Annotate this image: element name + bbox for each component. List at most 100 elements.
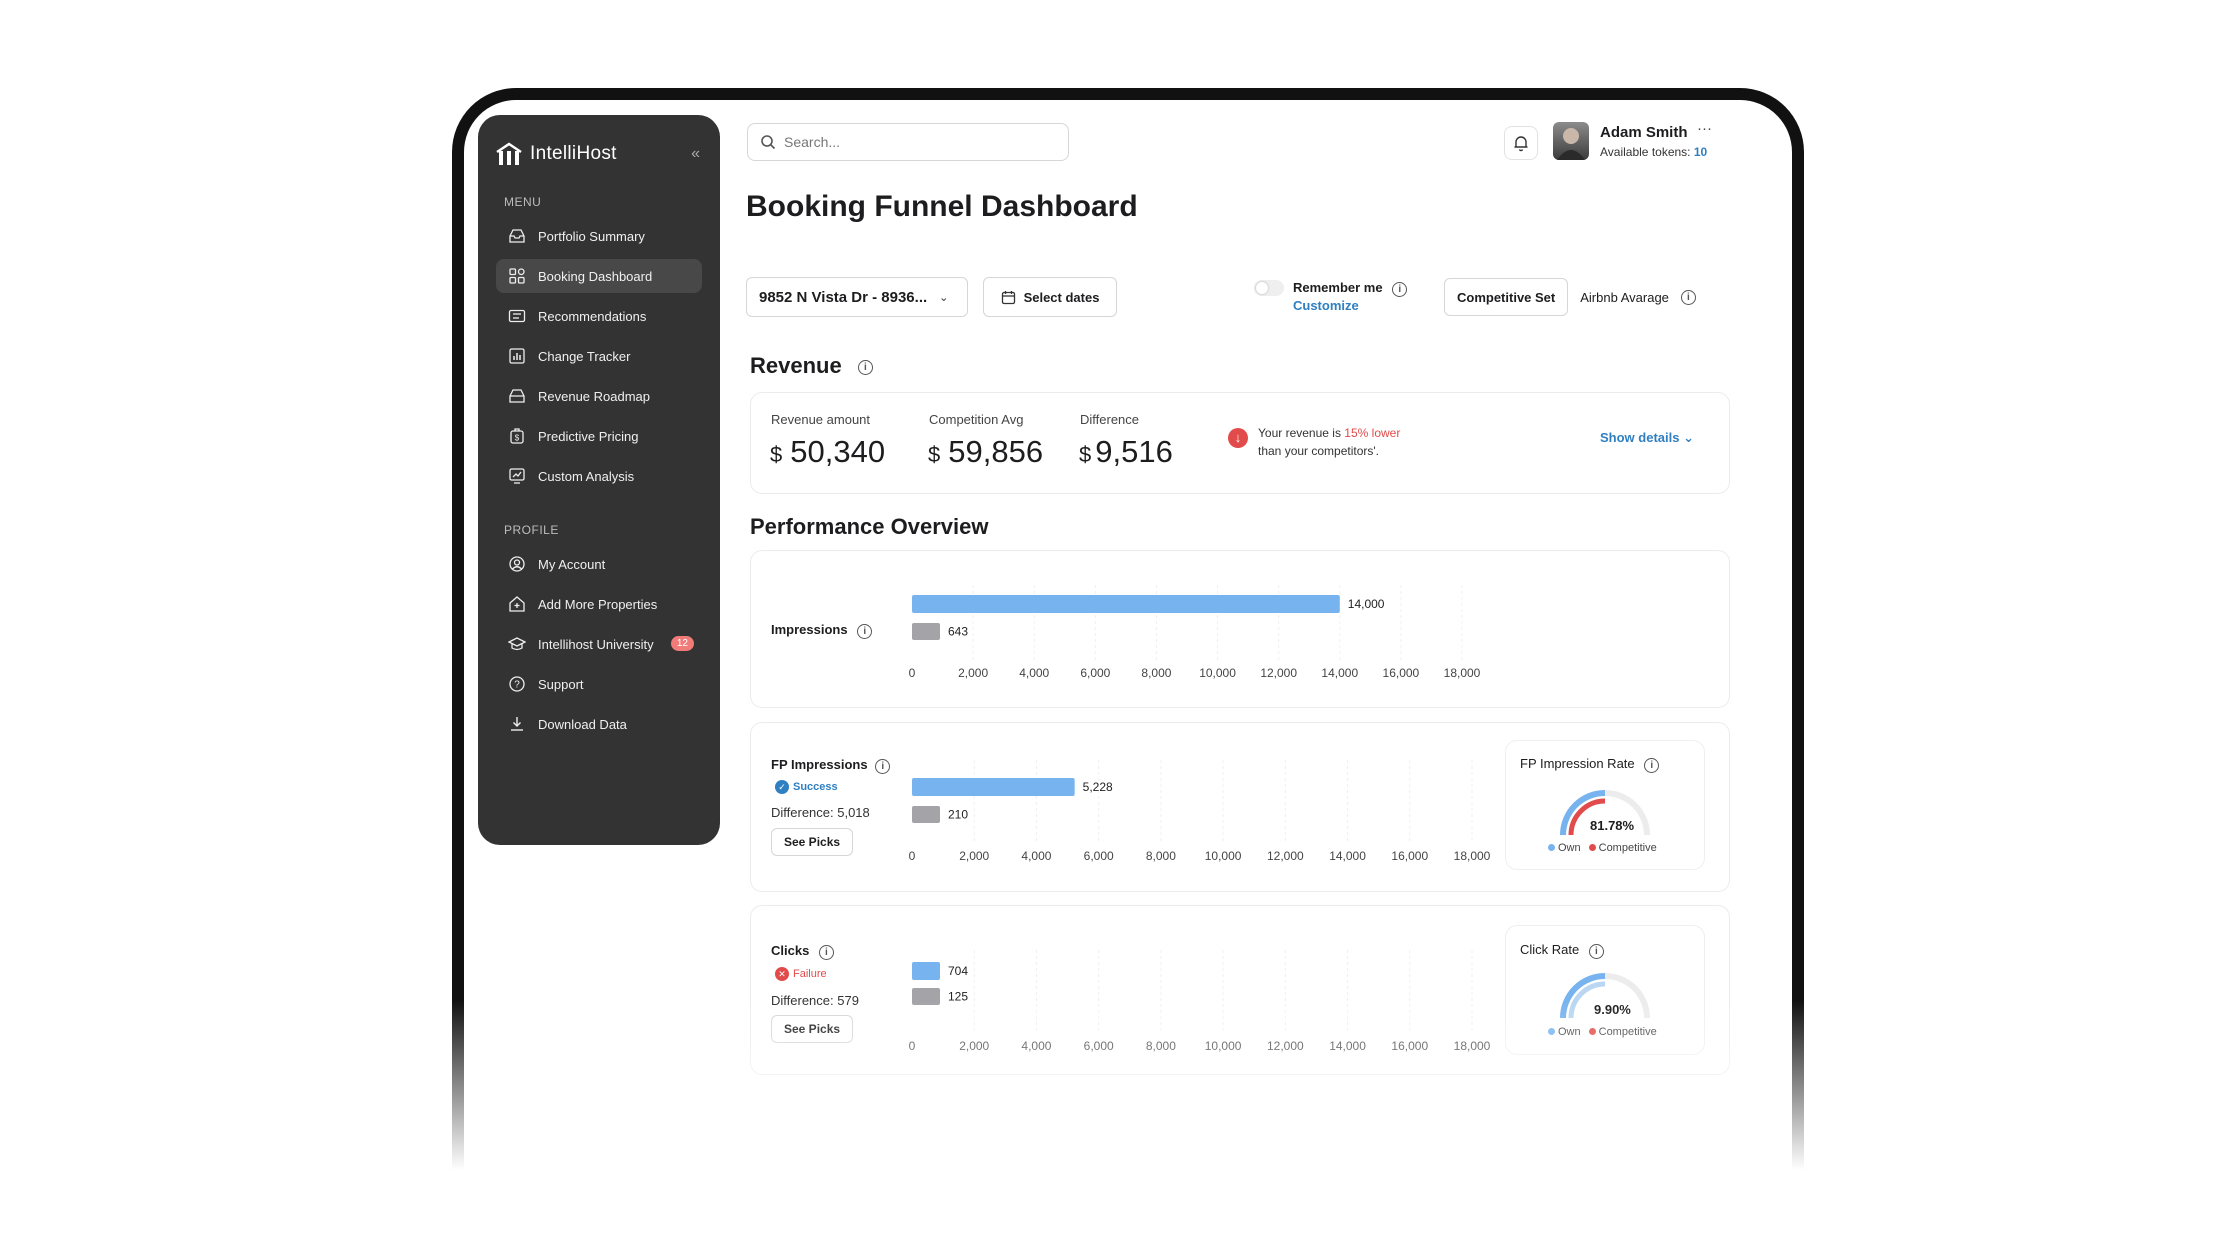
inbox-icon — [509, 229, 525, 243]
compare-segmented-control: Competitive Set Airbnb Avarage i — [1444, 277, 1714, 317]
info-icon[interactable]: i — [857, 360, 873, 375]
search-input[interactable] — [784, 134, 1044, 150]
profile-section-label: PROFILE — [504, 523, 559, 537]
sidebar-item-revenue-roadmap[interactable]: Revenue Roadmap — [496, 379, 702, 413]
see-picks-button[interactable]: See Picks — [771, 1015, 854, 1043]
sidebar-item-label: Change Tracker — [538, 348, 631, 364]
legend-own-label: Own — [1558, 842, 1581, 854]
page-title: Booking Funnel Dashboard — [746, 190, 1138, 223]
sidebar-item-change-tracker[interactable]: Change Tracker — [496, 339, 702, 373]
sidebar: IntelliHost « MENU Portfolio Summary Book… — [478, 115, 720, 845]
user-name[interactable]: Adam Smith — [1600, 124, 1688, 141]
data-label: 643 — [948, 625, 968, 639]
click-rate-text: Click Rate — [1520, 942, 1580, 957]
x-tick-label: 0 — [909, 849, 916, 863]
own-bar[interactable] — [912, 778, 1075, 796]
info-icon[interactable]: i — [818, 945, 834, 960]
avatar[interactable] — [1553, 122, 1589, 160]
sidebar-item-add-more-properties[interactable]: Add More Properties — [496, 587, 702, 621]
chevron-down-icon: ⌄ — [939, 291, 949, 304]
x-tick-label: 16,000 — [1391, 1039, 1428, 1053]
info-icon[interactable]: i — [1680, 289, 1696, 305]
show-details-button[interactable]: Show details ⌄ — [1600, 430, 1694, 446]
legend-own: Own — [1548, 842, 1581, 854]
menu-section-label: MENU — [504, 195, 542, 209]
legend-own: Own — [1548, 1026, 1581, 1038]
sidebar-item-label: Booking Dashboard — [538, 268, 653, 284]
legend-own-label: Own — [1558, 1026, 1581, 1038]
info-icon[interactable]: i — [857, 624, 873, 639]
app-name: IntelliHost — [530, 143, 617, 164]
legend-competitive: Competitive — [1588, 1026, 1657, 1038]
x-tick-label: 10,000 — [1199, 666, 1236, 680]
own-bar[interactable] — [912, 962, 940, 980]
sidebar-item-my-account[interactable]: My Account — [496, 547, 702, 581]
sidebar-item-booking-dashboard[interactable]: Booking Dashboard — [496, 259, 702, 293]
remember-me-toggle[interactable] — [1254, 280, 1284, 296]
airbnb-average-option[interactable]: Airbnb Avarage — [1580, 289, 1669, 305]
impressions-chart: 0 2,000 4,000 6,000 8,000 10,000 12,000 14,000 1… — [909, 585, 1481, 680]
customize-link[interactable]: Customize — [1293, 298, 1359, 313]
select-dates-button[interactable]: Select dates — [983, 277, 1117, 317]
competitive-bar[interactable] — [912, 806, 940, 823]
alert-highlight: 15% lower — [1344, 426, 1401, 440]
info-icon[interactable]: i — [875, 759, 891, 774]
download-icon — [511, 717, 523, 731]
competitive-bar[interactable] — [912, 988, 940, 1005]
sidebar-item-label: My Account — [538, 556, 606, 572]
sidebar-item-intellihost-university[interactable]: Intellihost University 12 — [496, 627, 702, 661]
sidebar-item-recommendations[interactable]: Recommendations — [496, 299, 702, 333]
gauge-legend: Own Competitive — [1548, 1026, 1657, 1038]
success-badge: ✓ Success — [775, 780, 838, 794]
see-picks-button[interactable]: See Picks — [771, 828, 854, 856]
show-details-label: Show details — [1600, 430, 1680, 445]
x-tick-label: 8,000 — [1146, 849, 1176, 863]
competitive-set-option[interactable]: Competitive Set — [1444, 278, 1569, 316]
logo[interactable]: IntelliHost — [496, 139, 702, 169]
clicks-label: Clicks i — [771, 943, 834, 960]
click-rate-value: 9.90% — [1594, 1002, 1631, 1017]
x-tick-label: 12,000 — [1267, 849, 1304, 863]
sidebar-item-label: Add More Properties — [538, 596, 658, 612]
alert-prefix: Your revenue is — [1258, 426, 1341, 440]
revenue-title: Revenue i — [750, 353, 873, 379]
tokens-value: 10 — [1693, 145, 1708, 159]
available-tokens: Available tokens: 10 — [1600, 145, 1707, 159]
info-icon[interactable]: i — [1588, 944, 1604, 959]
remember-me-text: Remember me — [1293, 280, 1383, 295]
more-options-icon[interactable]: ··· — [1697, 120, 1712, 137]
sidebar-item-portfolio-summary[interactable]: Portfolio Summary — [496, 219, 702, 253]
roadmap-icon — [509, 389, 525, 403]
currency-symbol: $ — [928, 442, 941, 467]
price-tag-icon: $ — [510, 428, 524, 444]
info-icon[interactable]: i — [1392, 282, 1408, 297]
sidebar-item-download-data[interactable]: Download Data — [496, 707, 702, 741]
svg-text:?: ? — [514, 680, 520, 691]
collapse-sidebar-icon[interactable]: « — [691, 145, 700, 162]
sidebar-item-custom-analysis[interactable]: Custom Analysis — [496, 459, 702, 493]
revenue-amount-number: 50,340 — [790, 434, 886, 469]
sidebar-item-label: Download Data — [538, 716, 627, 732]
own-bar[interactable] — [912, 595, 1340, 613]
fp-impression-rate-value: 81.78% — [1590, 818, 1635, 833]
property-select[interactable]: 9852 N Vista Dr - 8936... ⌄ — [746, 277, 968, 317]
info-icon[interactable]: i — [1644, 758, 1660, 773]
sidebar-item-support[interactable]: ? Support — [496, 667, 702, 701]
data-label: 14,000 — [1348, 597, 1385, 611]
notifications-button[interactable] — [1504, 126, 1538, 160]
remember-me-label: Remember me i — [1293, 280, 1408, 297]
bell-icon — [1514, 136, 1528, 152]
x-tick-label: 18,000 — [1444, 666, 1481, 680]
competitive-bar[interactable] — [912, 623, 940, 640]
legend-competitive-label: Competitive — [1598, 1026, 1657, 1038]
x-tick-label: 4,000 — [1021, 849, 1051, 863]
x-tick-label: 2,000 — [959, 1039, 989, 1053]
search-bar[interactable] — [747, 123, 1069, 161]
sidebar-item-label: Recommendations — [538, 308, 647, 324]
revenue-alert: Your revenue is 15% lower than your compe… — [1258, 424, 1438, 460]
x-tick-label: 8,000 — [1146, 1039, 1176, 1053]
fp-impressions-chart: 0 2,000 4,000 6,000 8,000 10,000 12,000 14,000 1… — [909, 760, 1491, 863]
data-label: 704 — [948, 964, 968, 978]
competition-avg-number: 59,856 — [948, 434, 1044, 469]
sidebar-item-predictive-pricing[interactable]: $ Predictive Pricing — [496, 419, 702, 453]
